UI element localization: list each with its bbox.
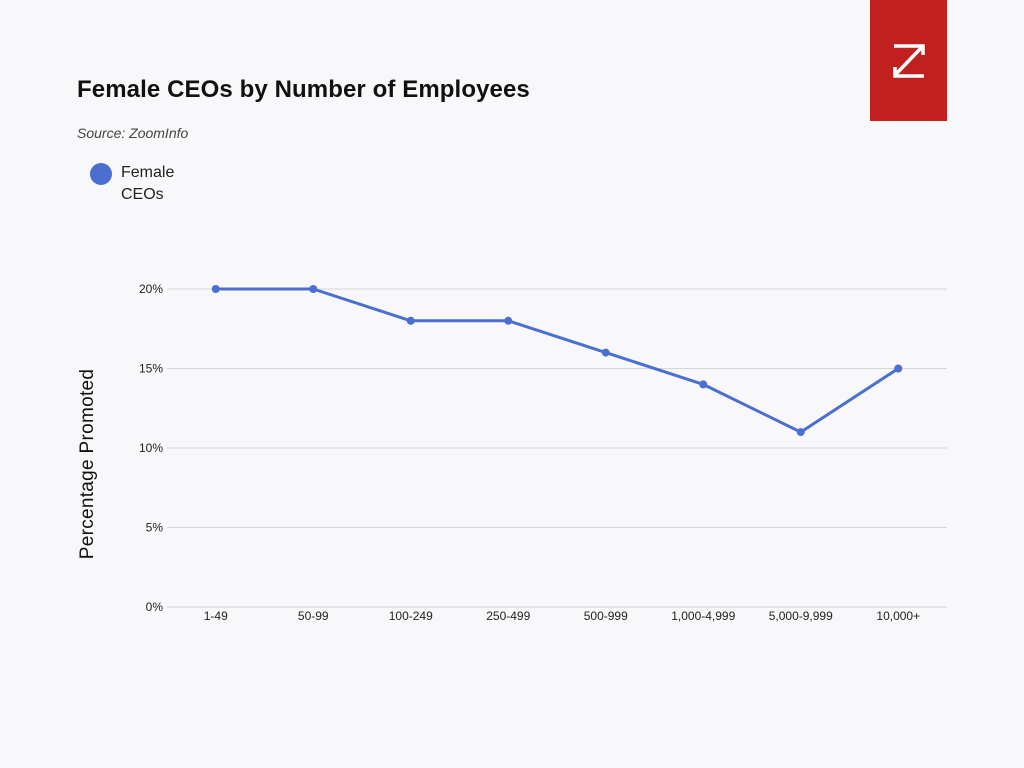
x-tick-label: 500-999 [584, 609, 628, 623]
x-tick-label: 1-49 [204, 609, 228, 623]
y-tick-label: 20% [139, 282, 163, 296]
data-point [406, 316, 415, 325]
y-tick-label: 15% [139, 362, 163, 376]
data-point [504, 316, 513, 325]
legend-marker [90, 163, 112, 185]
x-tick-label: 250-499 [486, 609, 530, 623]
y-tick-label: 5% [146, 521, 164, 535]
chart-source: Source: ZoomInfo [77, 125, 189, 141]
legend-label: Female CEOs [121, 164, 175, 203]
zoominfo-logo [870, 0, 947, 121]
series-line-female-ceos [215, 287, 900, 434]
data-point [894, 364, 903, 373]
chart-title: Female CEOs by Number of Employees [77, 76, 530, 103]
zoominfo-z-icon [892, 43, 925, 78]
data-point [601, 348, 610, 357]
data-point [211, 285, 220, 293]
data-point [699, 380, 708, 389]
legend: Female CEOs [90, 162, 191, 206]
y-tick-label: 0% [146, 600, 164, 614]
x-tick-label: 5,000-9,999 [769, 609, 833, 623]
x-tick-label: 100-249 [389, 609, 433, 623]
y-tick-label: 10% [139, 441, 163, 455]
data-point [796, 428, 805, 437]
x-tick-label: 1,000-4,999 [671, 609, 735, 623]
data-point [309, 285, 318, 293]
x-tick-label: 50-99 [298, 609, 329, 623]
x-tick-label: 10,000+ [876, 609, 920, 623]
